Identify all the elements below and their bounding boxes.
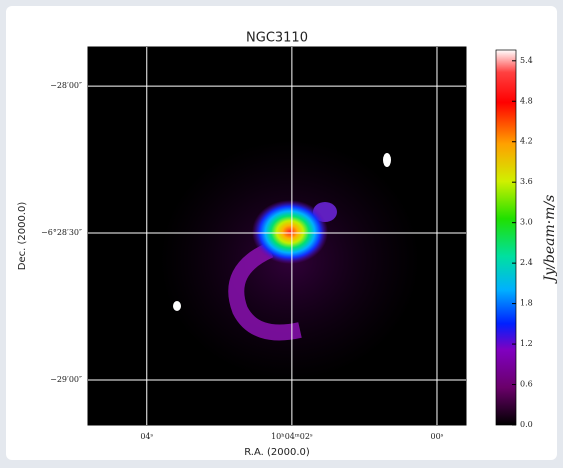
colorbar-tick-label: 3.6 (520, 177, 533, 186)
figure: NGC3110 R.A. (2000.0) Dec. (2000.0) Jy/b… (0, 0, 563, 464)
x-axis-label: R.A. (2000.0) (244, 447, 310, 458)
y-axis-label: Dec. (2000.0) (17, 202, 28, 271)
colorbar-tick-label: 0.0 (520, 420, 533, 429)
colorbar-tick-label: 4.2 (520, 137, 533, 146)
y-tick-label: −29′00″ (50, 375, 82, 384)
y-tick-label: −28′00″ (50, 81, 82, 90)
colorbar (496, 50, 516, 425)
x-tick-label: 00ˢ (431, 432, 444, 441)
y-tick-label: −6°28′30″ (41, 228, 82, 237)
colorbar-tick-label: 4.8 (520, 96, 533, 105)
x-tick-label: 04ˢ (140, 432, 153, 441)
chart-title: NGC3110 (246, 31, 308, 46)
colorbar-tick-label: 2.4 (520, 258, 533, 267)
colorbar-tick-label: 0.6 (520, 380, 533, 389)
colorbar-tick-label: 5.4 (520, 56, 533, 65)
image (88, 47, 466, 425)
colorbar-tick-label: 1.2 (520, 339, 533, 348)
colorbar-tick-label: 3.0 (520, 218, 533, 227)
colorbar-tick-label: 1.8 (520, 299, 533, 308)
colorbar-label: Jy/beam·m/s (542, 195, 558, 285)
x-tick-label: 10ʰ04ᵐ02ˢ (271, 432, 313, 441)
